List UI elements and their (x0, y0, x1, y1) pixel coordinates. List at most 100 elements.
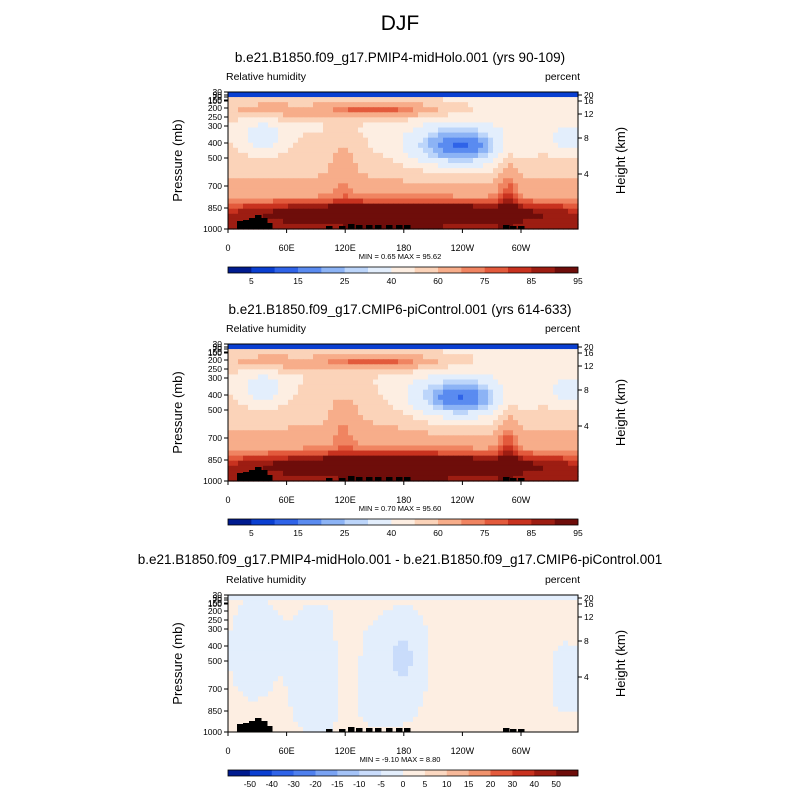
heatmap-cell (503, 344, 509, 350)
heatmap-cell (338, 430, 344, 436)
heatmap-cell (453, 635, 459, 642)
heatmap-cell (508, 394, 514, 401)
heatmap-cell (268, 349, 274, 355)
terrain-block (396, 477, 403, 481)
heatmap-cell (563, 354, 569, 360)
heatmap-cell (488, 399, 494, 406)
heatmap-cell (243, 605, 249, 611)
heatmap-cell (338, 409, 344, 416)
heatmap-cell (238, 415, 244, 421)
heatmap-cell (383, 605, 389, 611)
heatmap-cell (428, 610, 434, 616)
heatmap-cell (443, 420, 449, 426)
heatmap-cell (278, 425, 284, 431)
heatmap-cell (228, 415, 234, 421)
heatmap-cell (233, 404, 239, 411)
heatmap-cell (288, 465, 294, 472)
heatmap-cell (328, 157, 334, 164)
heatmap-cell (318, 354, 324, 360)
heatmap-cell (458, 650, 464, 657)
heatmap-cell (278, 349, 284, 355)
heatmap-cell (528, 409, 534, 416)
heatmap-cell (293, 475, 299, 482)
heatmap-cell (348, 645, 354, 652)
heatmap-cell (298, 650, 304, 657)
heatmap-cell (543, 465, 549, 472)
heatmap-cell (278, 394, 284, 401)
heatmap-cell (558, 399, 564, 406)
heatmap-cell (393, 117, 399, 124)
heatmap-cell (493, 157, 499, 164)
heatmap-cell (358, 445, 364, 452)
heatmap-cell (483, 178, 489, 184)
heatmap-cell (278, 430, 284, 436)
heatmap-cell (363, 655, 369, 662)
heatmap-cell (393, 127, 399, 134)
heatmap-cell (433, 460, 439, 467)
heatmap-cell (373, 640, 379, 647)
heatmap-cell (498, 374, 504, 381)
heatmap-cell (528, 188, 534, 195)
heatmap-cell (493, 122, 499, 129)
heatmap-cell (478, 132, 484, 139)
heatmap-cell (563, 645, 569, 652)
heatmap-cell (313, 188, 319, 195)
heatmap-cell (303, 122, 309, 129)
heatmap-cell (448, 465, 454, 472)
heatmap-cell (423, 354, 429, 360)
heatmap-cell (558, 465, 564, 472)
heatmap-cell (373, 92, 379, 98)
heatmap-cell (278, 127, 284, 134)
heatmap-cell (333, 203, 339, 210)
heatmap-cell (553, 620, 559, 627)
heatmap-cell (443, 102, 449, 108)
heatmap-cell (258, 208, 264, 215)
heatmap-cell (253, 460, 259, 467)
heatmap-cell (243, 430, 249, 436)
heatmap-cell (553, 595, 559, 601)
heatmap-cell (453, 102, 459, 108)
heatmap-cell (458, 218, 464, 225)
heatmap-cell (368, 630, 374, 637)
heatmap-cell (528, 208, 534, 215)
heatmap-cell (298, 610, 304, 616)
heatmap-cell (563, 107, 569, 113)
heatmap-cell (483, 605, 489, 611)
heatmap-cell (553, 137, 559, 144)
heatmap-cell (428, 460, 434, 467)
heatmap-cell (548, 112, 554, 118)
heatmap-cell (328, 188, 334, 195)
heatmap-cell (283, 415, 289, 421)
heatmap-cell (278, 137, 284, 144)
heatmap-cell (383, 364, 389, 370)
heatmap-cell (363, 188, 369, 195)
heatmap-cell (228, 92, 234, 98)
heatmap-cell (498, 399, 504, 406)
heatmap-cell (263, 157, 269, 164)
heatmap-cell (268, 163, 274, 169)
heatmap-cell (458, 147, 464, 154)
heatmap-cell (343, 630, 349, 637)
heatmap-cell (473, 600, 479, 606)
heatmap-cell (543, 142, 549, 149)
heatmap-cell (488, 420, 494, 426)
heatmap-cell (373, 147, 379, 154)
heatmap-cell (528, 183, 534, 189)
heatmap-cell (253, 152, 259, 159)
heatmap-cell (538, 420, 544, 426)
heatmap-cell (448, 344, 454, 350)
heatmap-cell (408, 178, 414, 184)
heatmap-cell (503, 635, 509, 642)
heatmap-cell (268, 450, 274, 457)
heatmap-cell (263, 163, 269, 169)
heatmap-cell (348, 389, 354, 396)
heatmap-cell (253, 354, 259, 360)
heatmap-cell (468, 630, 474, 637)
heatmap-cell (563, 460, 569, 467)
heatmap-cell (403, 460, 409, 467)
heatmap-cell (278, 354, 284, 360)
heatmap-cell (243, 142, 249, 149)
heatmap-cell (258, 655, 264, 662)
heatmap-cell (423, 193, 429, 200)
heatmap-cell (533, 615, 539, 621)
